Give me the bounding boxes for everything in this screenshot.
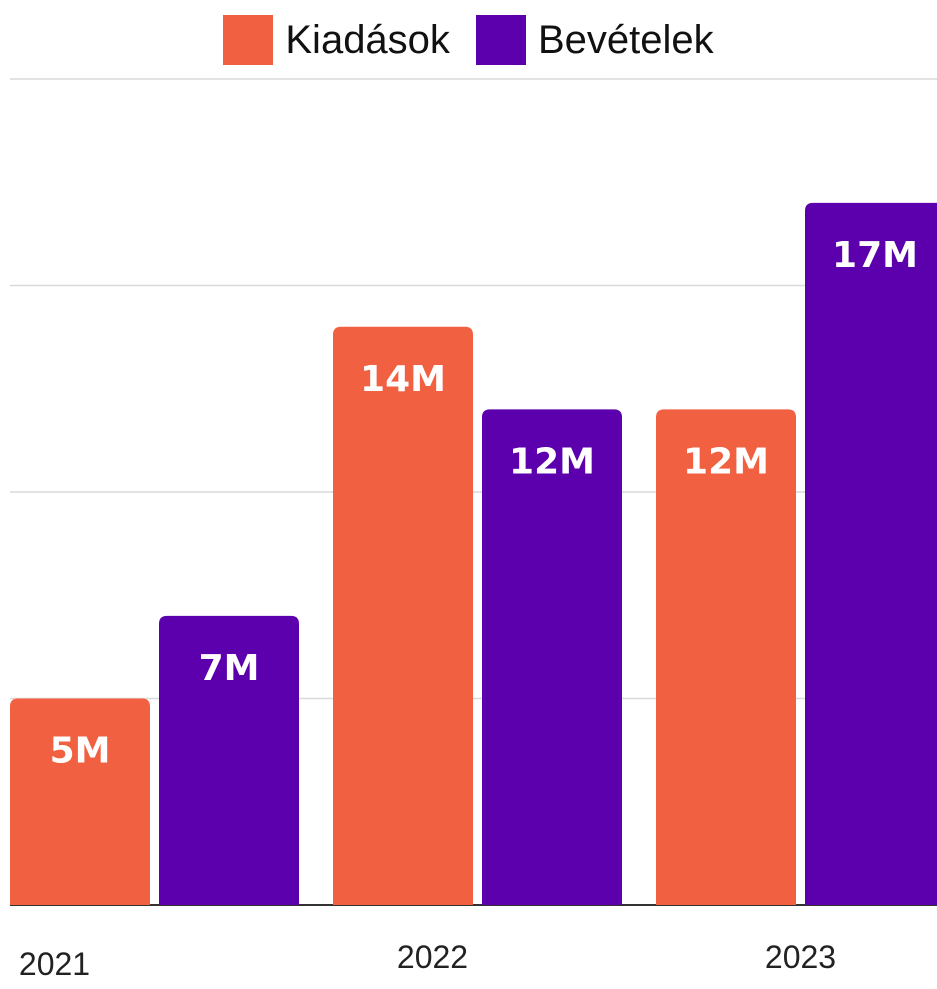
bar-2021-bevetelek: [159, 615, 299, 905]
x-tick-2021: 2021: [19, 946, 90, 982]
data-label-2022-bevetelek: 12M: [509, 441, 595, 482]
data-label-2023-kiadasok: 12M: [683, 441, 769, 482]
legend-label-kiadasok: Kiadások: [285, 17, 450, 62]
bar-2022-kiadasok: [333, 326, 473, 905]
data-label-2021-kiadasok: 5M: [50, 731, 111, 772]
bar-2021-kiadasok: [10, 698, 150, 905]
data-label-2021-bevetelek: 7M: [199, 648, 260, 689]
bar-2023-kiadasok: [656, 409, 796, 905]
bar-labels: 5M 7M 14M 12M 12M 17M: [50, 235, 918, 772]
legend-label-bevetelek: Bevételek: [537, 17, 714, 62]
legend-swatch-kiadasok: [223, 15, 274, 65]
legend-swatch-bevetelek: [475, 15, 526, 65]
bars: [10, 202, 937, 905]
legend-item-kiadasok: Kiadások: [223, 15, 450, 65]
bar-2022-bevetelek: [482, 409, 622, 905]
legend-item-bevetelek: Bevételek: [475, 15, 714, 65]
x-tick-2023: 2023: [765, 939, 836, 975]
chart-legend: Kiadások Bevételek: [0, 8, 937, 72]
data-label-2023-bevetelek: 17M: [832, 235, 918, 276]
data-label-2022-kiadasok: 14M: [360, 359, 446, 400]
x-tick-2022: 2022: [397, 939, 468, 975]
x-tick-labels: 2021 2022 2023: [19, 939, 836, 982]
bar-2023-bevetelek: [805, 202, 937, 905]
